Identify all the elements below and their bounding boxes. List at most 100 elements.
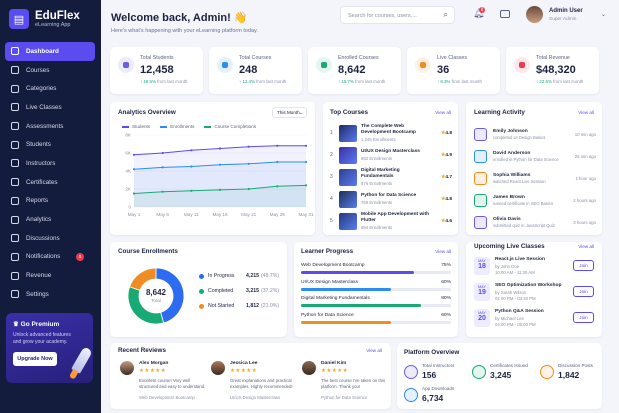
activity-time: 2 hours ago	[573, 197, 596, 203]
live-class-name: React.js Live Session	[495, 257, 546, 262]
sidebar-item-assessments[interactable]: Assessments	[5, 117, 95, 136]
course-item[interactable]: 4 Python for Data Science 765 Enrollments ★…	[330, 189, 452, 209]
progress-bar	[301, 320, 451, 324]
review-course: UI/UX Design Masterclass	[230, 395, 281, 400]
progress-title: Learner Progress	[301, 248, 354, 255]
dashboard-icon	[11, 47, 19, 56]
avatar[interactable]	[526, 6, 543, 23]
course-enrollments: 654 Enrollments	[361, 224, 393, 230]
donut-total: 8,642	[145, 288, 167, 297]
top-courses-title: Top Courses	[330, 109, 369, 116]
activity-item[interactable]: Sophia Williams watched React Live Sessio…	[474, 168, 596, 188]
sidebar-item-courses[interactable]: Courses	[5, 61, 95, 80]
stat-value: 36	[437, 64, 450, 76]
legend-course-completions: Course Completions	[204, 124, 256, 129]
stat-card-live-classes[interactable]: Live Classes 36 ↑ 8.3% from last month	[407, 47, 500, 94]
stat-change: ↑ 18.5% from last month	[140, 79, 188, 84]
progress-fill	[301, 287, 391, 291]
point-students	[304, 144, 308, 147]
sidebar-item-notifications[interactable]: Notifications 8	[5, 248, 95, 267]
course-item[interactable]: 3 Digital Marketing Fundamentals 876 Enrol…	[330, 167, 452, 187]
overview-label: App Downloads	[422, 386, 455, 391]
settings-icon	[11, 290, 19, 299]
course-name: Python for Data Science	[361, 193, 417, 199]
legend-percent: (48.7%)	[260, 273, 280, 279]
sidebar-item-live-classes[interactable]: Live Classes	[5, 98, 95, 117]
activity-view-all[interactable]: View all	[578, 110, 594, 115]
students-icon	[11, 140, 19, 149]
activity-item[interactable]: Olivia Davis submitted quiz in JavaScript…	[474, 212, 596, 232]
stat-value: 8,642	[338, 64, 366, 76]
join-button[interactable]: Join	[573, 312, 594, 323]
activity-item[interactable]: David Anderson enrolled in Python for Dat…	[474, 146, 596, 166]
reviews-view-all[interactable]: View all	[366, 348, 382, 353]
activity-time: 10 min ago	[574, 131, 596, 137]
course-item[interactable]: 1 The Complete Web Development Bootcamp 1,…	[330, 123, 452, 143]
stat-value: 12,458	[140, 64, 174, 76]
activity-desc: enrolled in Python for Data Science	[493, 156, 559, 162]
top-courses-view-all[interactable]: View all	[435, 110, 451, 115]
course-name: Digital Marketing Fundamentals	[361, 168, 400, 179]
sidebar-item-revenue[interactable]: Revenue	[5, 266, 95, 285]
chevron-down-icon[interactable]: ⌄	[601, 12, 607, 18]
y-tick-label: 4K	[125, 169, 132, 174]
video-icon	[415, 57, 431, 73]
stat-card-total-students[interactable]: Total Students 12,458 ↑ 18.5% from last mo…	[110, 47, 203, 94]
chat-icon[interactable]	[500, 10, 510, 18]
sidebar-item-label: Revenue	[26, 272, 52, 280]
course-item[interactable]: 2 UI/UX Design Masterclass 982 Enrollments…	[330, 145, 452, 165]
premium-card: ♛ Go Premium Unlock advanced features an…	[6, 313, 93, 383]
sidebar-item-label: Analytics	[26, 216, 52, 224]
bell-icon[interactable]: 🔔︎ 8	[473, 7, 485, 19]
course-rating: ★4.6	[441, 218, 452, 224]
point-course-completions	[304, 184, 308, 187]
upgrade-button[interactable]: Upgrade Now	[13, 352, 57, 366]
progress-course: UI/UX Design Masterclass	[301, 279, 359, 285]
analytics-title: Analytics Overview	[118, 109, 176, 116]
app-name: EduFlex	[35, 10, 80, 22]
search-input[interactable]: Search for courses, users,... ⌕	[340, 6, 455, 24]
sidebar-item-instructors[interactable]: Instructors	[5, 154, 95, 173]
sidebar-item-settings[interactable]: Settings	[5, 285, 95, 304]
rank-number: 2	[330, 152, 333, 158]
point-enrollments	[161, 166, 164, 169]
activity-card: Learning Activity View all Emily Johnson…	[466, 102, 602, 235]
overview-value: 3,245	[490, 370, 512, 380]
course-enrollments: 765 Enrollments	[361, 199, 393, 205]
course-item[interactable]: 5 Mobile App Development with Flutter 654 …	[330, 211, 452, 231]
stat-card-total-revenue[interactable]: Total Revenue $48,320 ↑ 22.6% from last mo…	[506, 47, 599, 94]
activity-item[interactable]: James Brown earned certificate in SEO Bas…	[474, 190, 596, 210]
sidebar-item-reports[interactable]: Reports	[5, 192, 95, 211]
sidebar-item-categories[interactable]: Categories	[5, 79, 95, 98]
star-icon: ★	[441, 196, 446, 202]
join-button[interactable]: Join	[573, 260, 594, 271]
courses-icon	[11, 66, 19, 75]
sidebar: ▤ EduFlex eLearning App Dashboard Courses…	[0, 0, 101, 413]
sidebar-item-discussions[interactable]: Discussions	[5, 229, 95, 248]
sidebar-item-analytics[interactable]: Analytics	[5, 210, 95, 229]
activity-item[interactable]: Emily Johnson completed UI Design Basics 1…	[474, 124, 596, 144]
sidebar-item-students[interactable]: Students	[5, 135, 95, 154]
sidebar-item-dashboard[interactable]: Dashboard	[5, 42, 95, 61]
progress-view-all[interactable]: View all	[435, 249, 451, 254]
y-tick-label: 2K	[125, 187, 132, 192]
stat-card-total-courses[interactable]: Total Courses 248 ↑ 12.4% from last month	[209, 47, 302, 94]
y-tick-label: 8K	[125, 133, 132, 138]
progress-percent: 80%	[441, 296, 451, 301]
logo[interactable]: ▤ EduFlex eLearning App	[9, 9, 80, 29]
overview-value: 1,842	[558, 370, 580, 380]
progress-course: Digital Marketing Fundamentals	[301, 296, 370, 301]
enrollments-title: Course Enrollments	[118, 248, 178, 255]
stat-card-enrolled-courses[interactable]: Enrolled Courses 8,642 ↑ 15.7% from last m…	[308, 47, 401, 94]
live-view-all[interactable]: View all	[578, 244, 594, 249]
date-badge: MAY 19	[474, 283, 490, 301]
live-class-name: SEO Optimization Workshop	[495, 283, 562, 288]
sidebar-item-certificates[interactable]: Certificates	[5, 173, 95, 192]
progress-card: Learner Progress View all Web Developmen…	[294, 242, 458, 337]
x-tick-label: May 31	[298, 212, 314, 217]
graduation-cap-icon	[316, 57, 332, 73]
period-select[interactable]: This Month ⌄	[272, 107, 307, 118]
join-button[interactable]: Join	[573, 286, 594, 297]
legend-percent: (21.0%)	[260, 303, 280, 309]
search-icon: ⌕	[443, 10, 448, 19]
